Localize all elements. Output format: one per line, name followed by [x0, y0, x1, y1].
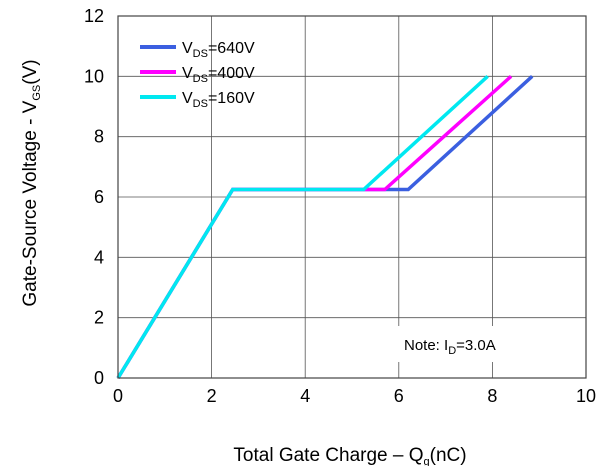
legend-label: VDS=640V [182, 40, 255, 60]
grid [118, 16, 586, 378]
series-group [116, 74, 534, 379]
y-axis-label: Gate-Source Voltage - VGS(V) [20, 59, 43, 306]
legend-label: VDS=160V [182, 90, 255, 110]
y-tick-label: 2 [94, 308, 104, 328]
y-tick-label: 0 [94, 368, 104, 388]
note-text: Note: ID=3.0A [404, 337, 496, 357]
y-tick-label: 8 [94, 127, 104, 147]
y-tick-label: 6 [94, 187, 104, 207]
x-tick-label: 2 [207, 386, 217, 406]
x-axis-label: Total Gate Charge – Qg(nC) [233, 445, 466, 466]
y-tick-labels: 0 2 4 6 8 10 12 [84, 6, 104, 388]
x-tick-label: 10 [576, 386, 596, 406]
legend: VDS=640V VDS=400V VDS=160V [140, 40, 255, 110]
note-annotation: Note: ID=3.0A [392, 326, 542, 362]
x-tick-label: 8 [487, 386, 497, 406]
series-line-160V [116, 75, 489, 379]
y-tick-label: 10 [84, 66, 104, 86]
x-tick-label: 0 [113, 386, 123, 406]
y-tick-label: 4 [94, 247, 104, 267]
legend-label: VDS=400V [182, 65, 255, 85]
x-tick-label: 4 [300, 386, 310, 406]
plot-frame [117, 15, 587, 379]
x-tick-label: 6 [394, 386, 404, 406]
y-tick-label: 12 [84, 6, 104, 26]
x-tick-labels: 0 2 4 6 8 10 [113, 386, 596, 406]
